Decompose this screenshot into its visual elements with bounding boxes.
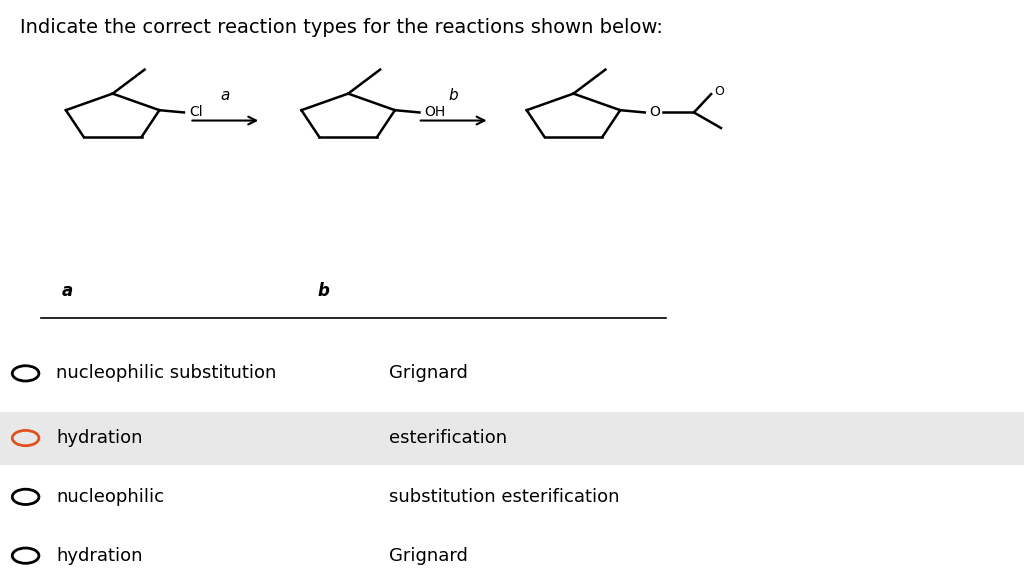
Text: Cl: Cl (189, 105, 203, 119)
Text: b: b (449, 88, 459, 103)
Text: nucleophilic substitution: nucleophilic substitution (56, 365, 276, 382)
Text: b: b (317, 282, 330, 300)
Text: Grignard: Grignard (389, 547, 468, 564)
FancyBboxPatch shape (0, 412, 1024, 465)
Text: hydration: hydration (56, 547, 142, 564)
Text: a: a (220, 88, 230, 103)
Text: OH: OH (425, 105, 445, 119)
Text: substitution esterification: substitution esterification (389, 488, 620, 506)
Text: O: O (649, 105, 660, 119)
Text: O: O (714, 85, 724, 98)
Text: esterification: esterification (389, 429, 507, 447)
Text: a: a (61, 282, 73, 300)
Text: nucleophilic: nucleophilic (56, 488, 164, 506)
Text: Grignard: Grignard (389, 365, 468, 382)
Text: hydration: hydration (56, 429, 142, 447)
Text: Indicate the correct reaction types for the reactions shown below:: Indicate the correct reaction types for … (20, 18, 664, 36)
